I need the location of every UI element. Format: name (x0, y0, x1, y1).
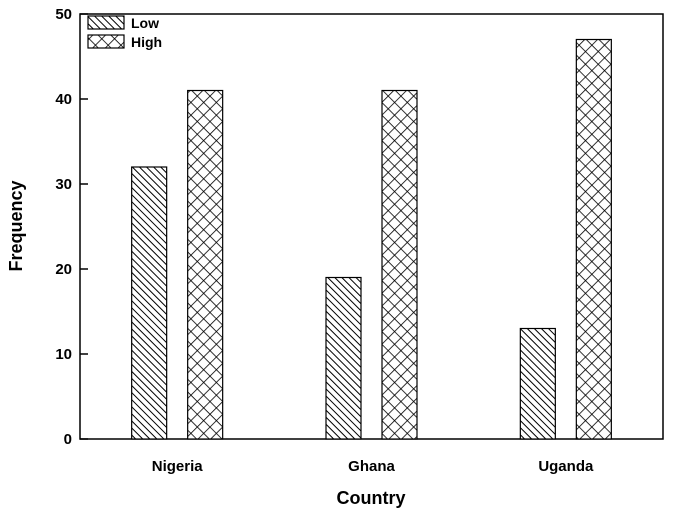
bar-high-nigeria (187, 89, 224, 440)
x-tick-label: Uganda (538, 458, 594, 475)
y-tick-label: 0 (64, 431, 72, 448)
legend: Low High (87, 15, 162, 50)
y-tick-label: 40 (55, 91, 72, 108)
x-axis-title: Country (337, 488, 406, 508)
bar-low-uganda (519, 327, 556, 440)
x-tick-label: Ghana (348, 458, 395, 475)
x-tick-label: Nigeria (152, 458, 204, 475)
bars (131, 38, 612, 440)
bar-high-uganda (575, 38, 612, 440)
bar-high-ghana (381, 89, 418, 440)
legend-swatch-low (87, 15, 125, 30)
y-tick-label: 20 (55, 261, 72, 278)
y-axis-title: Frequency (6, 180, 26, 271)
y-axis: 0 10 20 30 40 50 (55, 6, 88, 448)
y-tick-label: 10 (55, 346, 72, 363)
y-tick-label: 50 (55, 6, 72, 23)
y-tick-label: 30 (55, 176, 72, 193)
plot-frame (79, 13, 664, 440)
bar-low-nigeria (131, 166, 168, 440)
legend-label-high: High (131, 34, 162, 50)
legend-label-low: Low (131, 15, 159, 31)
bar-low-ghana (325, 276, 362, 440)
legend-swatch-high (87, 34, 125, 49)
x-axis: Nigeria Ghana Uganda (152, 458, 594, 475)
